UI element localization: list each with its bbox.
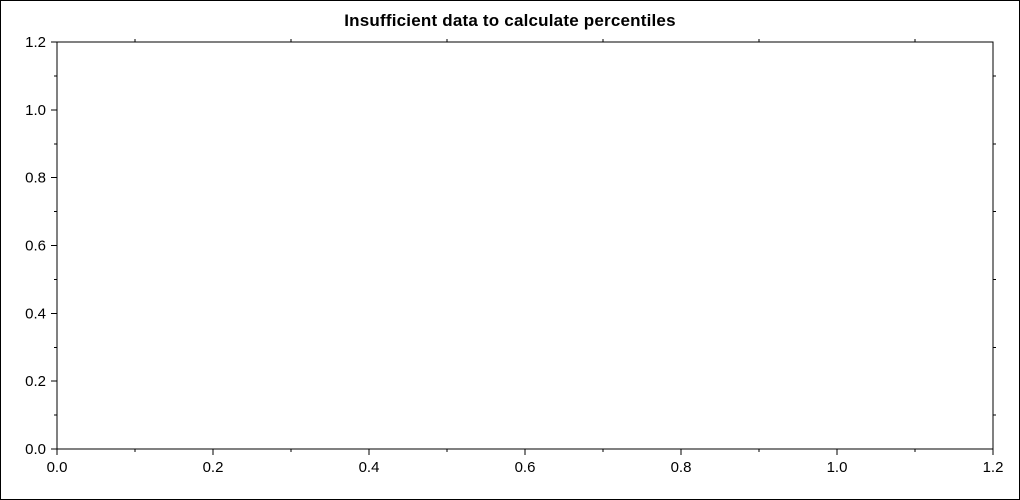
x-tick-label: 0.2 <box>203 459 224 476</box>
chart-title: Insufficient data to calculate percentil… <box>344 11 676 30</box>
x-tick-label: 0.0 <box>47 459 68 476</box>
x-tick-label: 1.0 <box>827 459 848 476</box>
y-tick-label: 0.4 <box>25 305 46 322</box>
x-tick-label: 0.8 <box>671 459 692 476</box>
y-tick-label: 0.8 <box>25 170 46 187</box>
x-tick-label: 1.2 <box>983 459 1004 476</box>
y-tick-label: 1.0 <box>25 102 46 119</box>
y-tick-label: 0.0 <box>25 441 46 458</box>
x-tick-label: 0.4 <box>359 459 380 476</box>
y-tick-label: 0.6 <box>25 238 46 255</box>
y-tick-label: 1.2 <box>25 34 46 51</box>
plot-border <box>56 41 994 450</box>
y-tick-label: 0.2 <box>25 373 46 390</box>
x-tick-label: 0.6 <box>515 459 536 476</box>
